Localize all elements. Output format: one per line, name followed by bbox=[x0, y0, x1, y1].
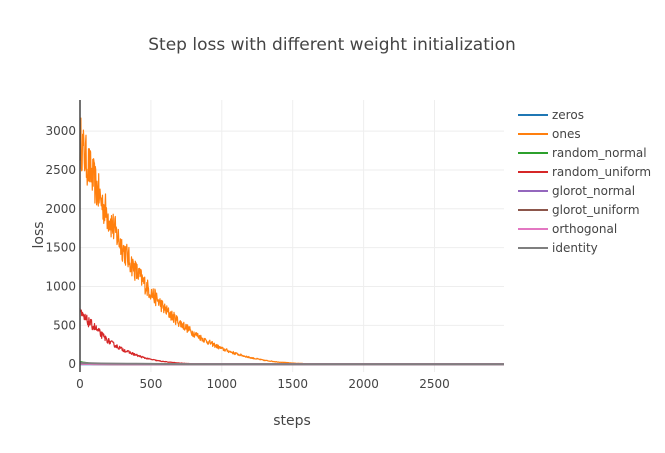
legend-item-glorot-uniform[interactable]: glorot_uniform bbox=[518, 203, 640, 217]
y-tick-label: 2000 bbox=[45, 202, 76, 216]
legend-label: identity bbox=[552, 241, 598, 255]
legend-label: ones bbox=[552, 127, 581, 141]
y-tick-label: 1000 bbox=[45, 280, 76, 294]
gridlines bbox=[80, 100, 504, 372]
legend-label: zeros bbox=[552, 108, 584, 122]
y-tick-label: 1500 bbox=[45, 241, 76, 255]
plot-area[interactable] bbox=[79, 117, 504, 366]
x-tick-label: 2500 bbox=[419, 377, 450, 391]
y-axis-label: loss bbox=[31, 221, 47, 248]
x-tick-label: 2000 bbox=[348, 377, 379, 391]
legend-item-glorot-normal[interactable]: glorot_normal bbox=[518, 184, 635, 198]
legend-item-orthogonal[interactable]: orthogonal bbox=[518, 222, 617, 236]
series-line-ones bbox=[79, 117, 504, 365]
tick-labels: 0 500 1000 1500 2000 2500 0 500 1000 1500 2000 2500… bbox=[45, 124, 449, 391]
y-tick-label: 3000 bbox=[45, 124, 76, 138]
legend-item-ones[interactable]: ones bbox=[518, 127, 581, 141]
x-tick-label: 1000 bbox=[207, 377, 238, 391]
x-tick-label: 0 bbox=[76, 377, 84, 391]
legend-label: random_uniform bbox=[552, 165, 651, 179]
legend-item-random-normal[interactable]: random_normal bbox=[518, 146, 647, 160]
y-tick-label: 2500 bbox=[45, 163, 76, 177]
series-line-identity bbox=[79, 361, 504, 366]
legend-item-random-uniform[interactable]: random_uniform bbox=[518, 165, 651, 179]
legend-label: random_normal bbox=[552, 146, 647, 160]
y-tick-label: 500 bbox=[53, 318, 76, 332]
legend-label: glorot_uniform bbox=[552, 203, 640, 217]
legend-item-zeros[interactable]: zeros bbox=[518, 108, 584, 122]
x-axis-label: steps bbox=[273, 413, 311, 429]
x-tick-label: 500 bbox=[139, 377, 162, 391]
x-tick-label: 1500 bbox=[277, 377, 308, 391]
legend-label: glorot_normal bbox=[552, 184, 635, 198]
legend-label: orthogonal bbox=[552, 222, 617, 236]
chart-title: Step loss with different weight initiali… bbox=[148, 35, 516, 55]
series-line-random-uniform bbox=[79, 308, 504, 365]
legend-item-identity[interactable]: identity bbox=[518, 241, 598, 255]
legend[interactable]: zeros ones random_normal random_uniformglor… bbox=[518, 108, 651, 255]
y-tick-label: 0 bbox=[68, 357, 76, 371]
